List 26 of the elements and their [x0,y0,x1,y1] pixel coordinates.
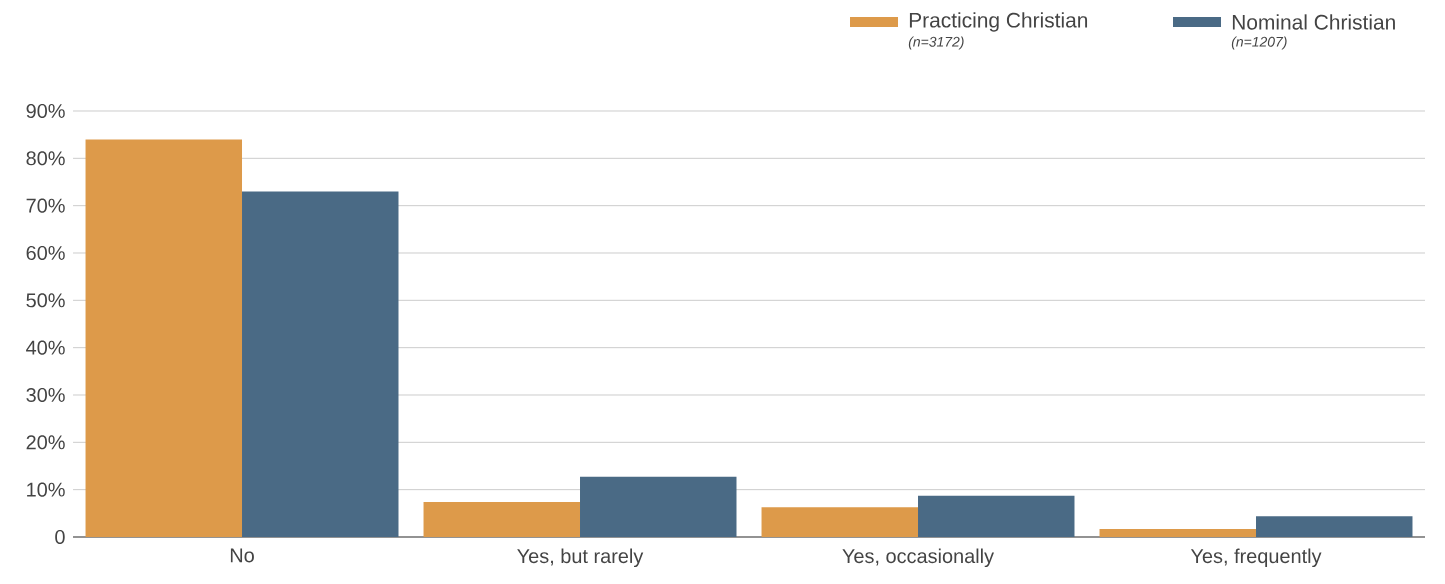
y-tick-label: 60% [26,245,65,261]
y-tick-label: 80% [26,151,65,166]
bar [423,501,581,537]
text: (n=3172) [908,36,964,50]
y-tick-label: 50% [26,293,65,308]
y-tick-label: 30% [26,387,65,403]
bar [761,507,919,537]
y-tick-label: 70% [26,198,65,213]
x-tick-label: No [230,548,254,563]
bar [918,495,1075,537]
legend-label: Practicing Christian [909,12,1088,32]
y-tick-label: 20% [26,435,65,450]
x-tick-label: Yes, but rarely [517,548,644,568]
y-tick-label: 10% [27,482,65,497]
bar [580,476,737,537]
y-tick-label: 0 [55,529,65,545]
x-tick-label: Yes, frequently [1190,548,1322,568]
bar [85,139,243,537]
bar [1099,528,1257,537]
legend-label: Nominal Christian [1232,14,1395,30]
x-tick-label: Yes, occasionally [842,548,994,568]
y-tick-label: 90% [26,103,65,119]
bar [242,191,399,537]
y-tick-label: 40% [26,340,65,355]
bar [1256,516,1413,537]
text: (n=1207) [1231,36,1287,50]
